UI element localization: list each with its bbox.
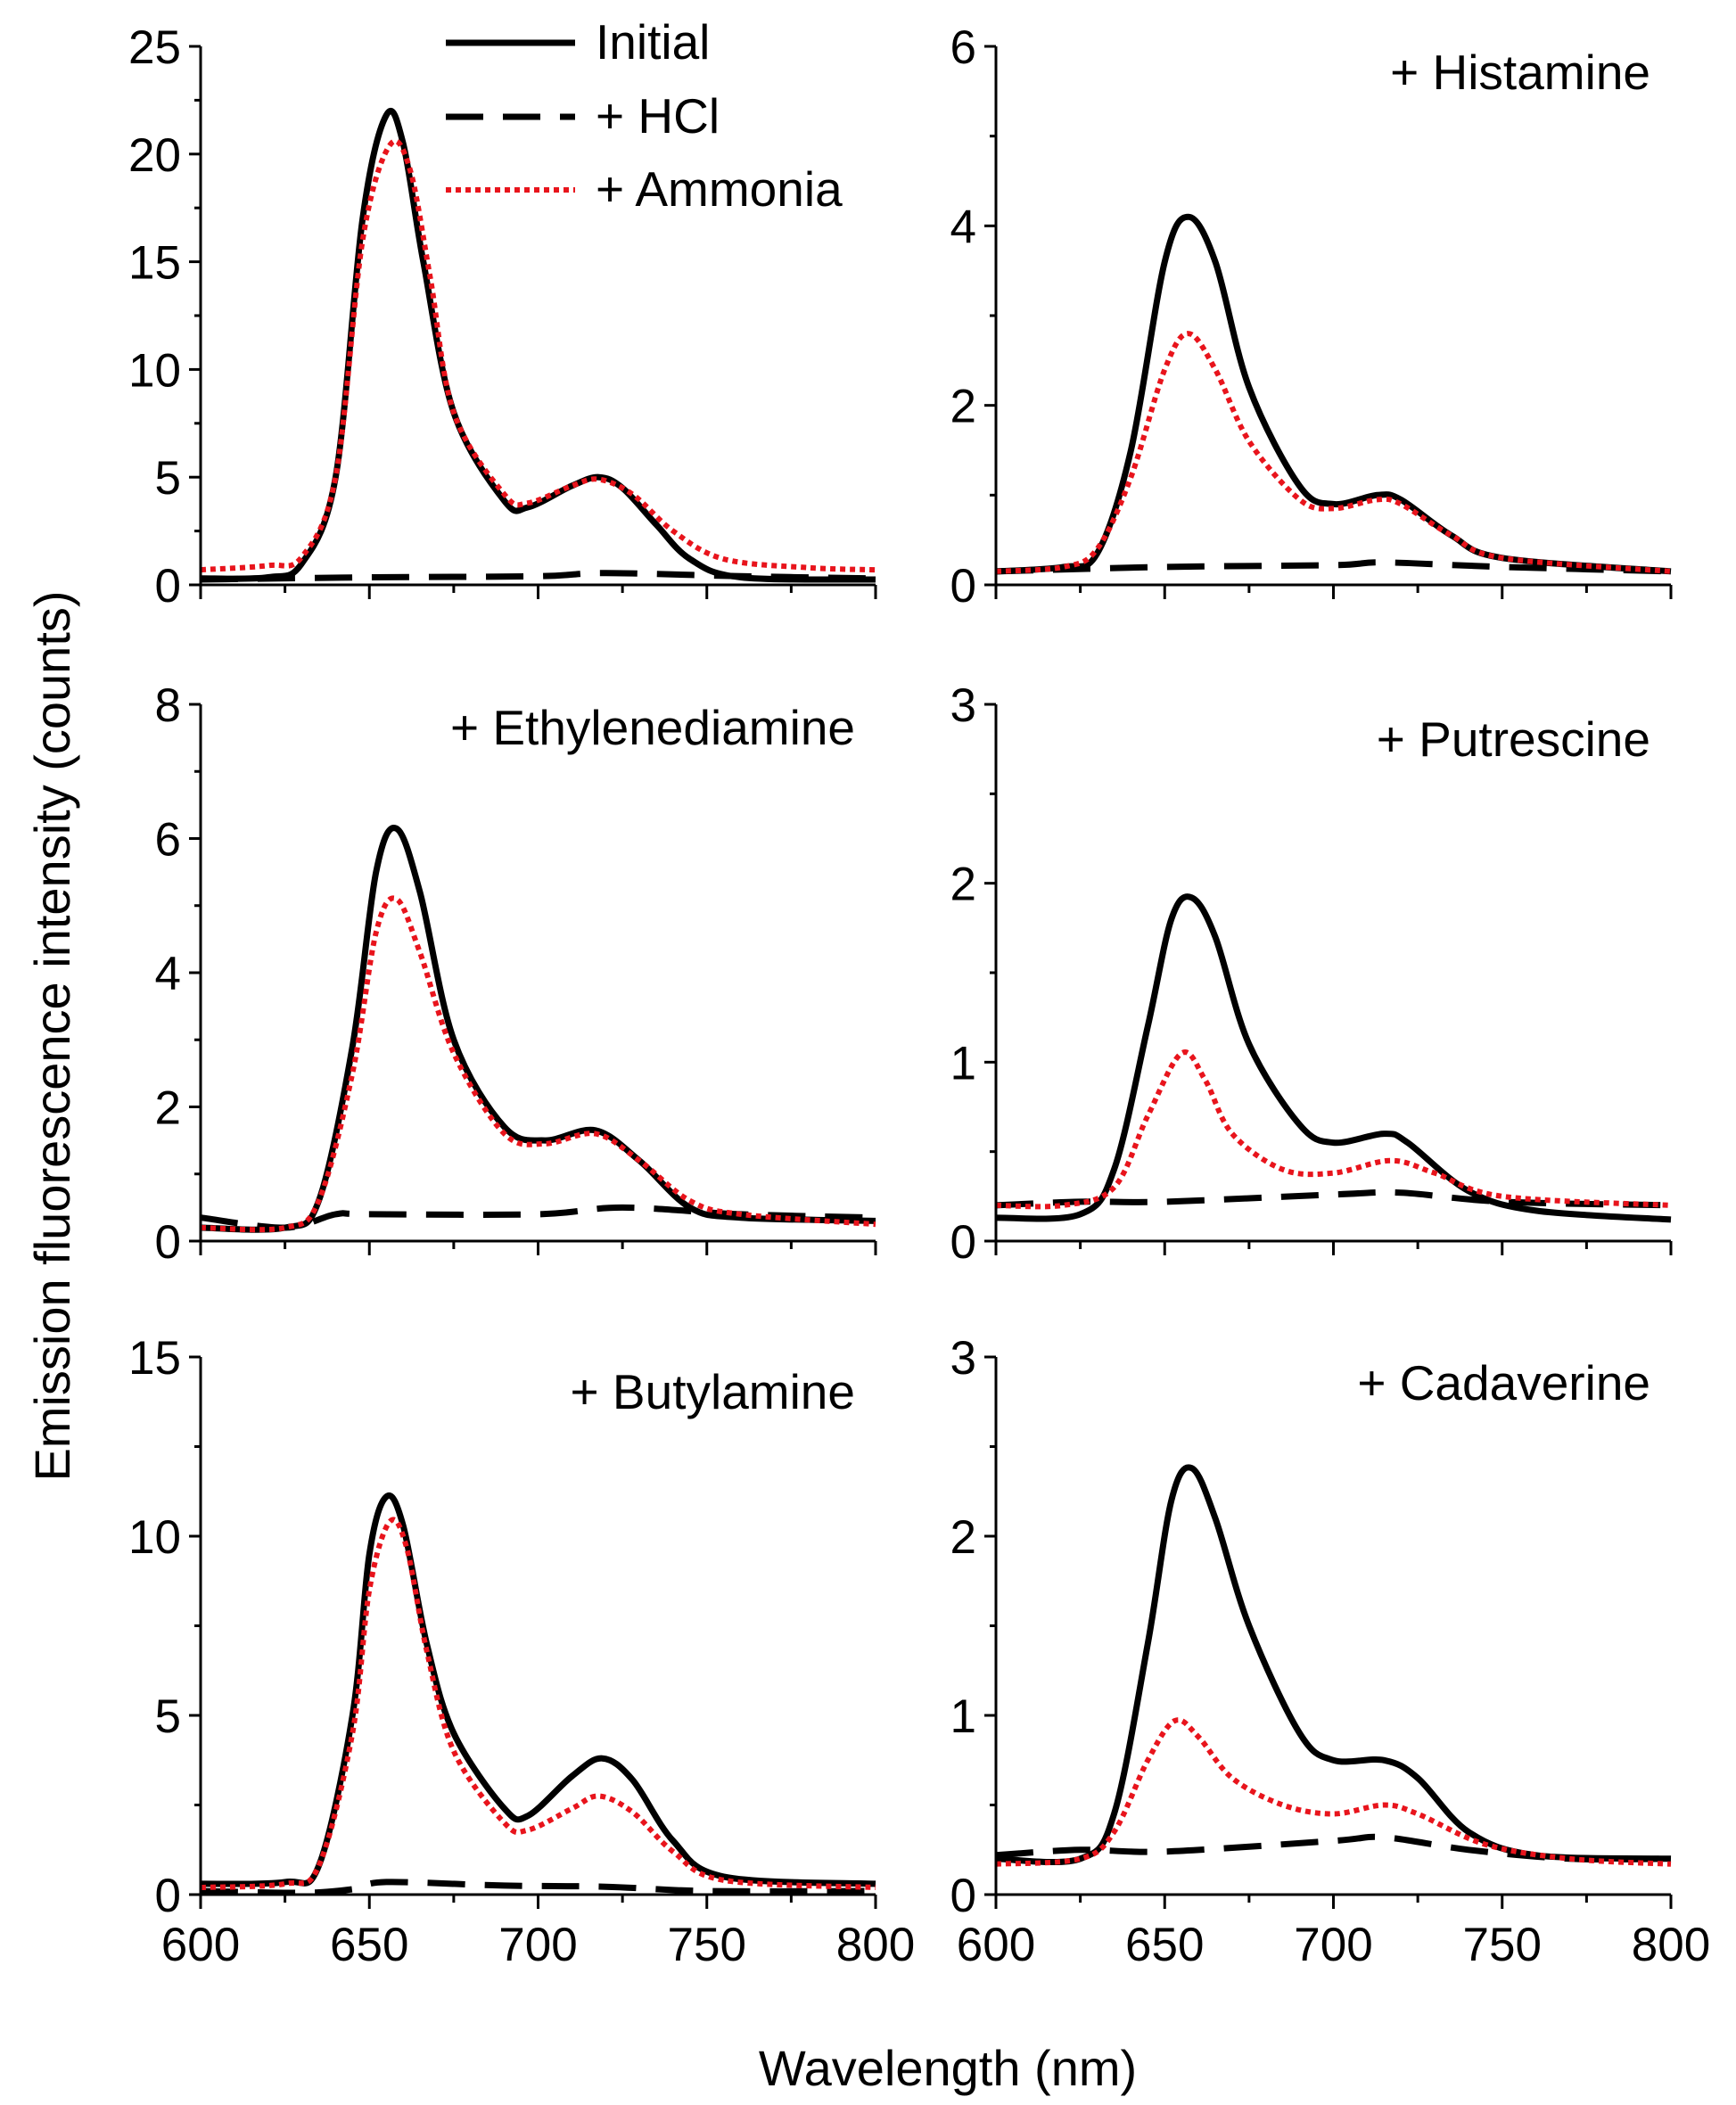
x-tick-label: 600 bbox=[957, 1919, 1035, 1971]
series-line-ammonia bbox=[995, 331, 1672, 574]
panel-top-right: 0 2 4 6 + Histamine bbox=[950, 21, 1673, 613]
x-tick-label: 600 bbox=[161, 1919, 240, 1971]
y-tick-label: 10 bbox=[128, 1511, 181, 1564]
panel-bottom-right: 0 1 2 3 600 650 700 750 800 + Cadaverine bbox=[950, 1332, 1711, 1971]
panel-label: + Cadaverine bbox=[1357, 1355, 1650, 1410]
x-tick-label: 650 bbox=[1125, 1919, 1204, 1971]
y-tick-label: 2 bbox=[950, 859, 976, 911]
y-tick-label: 2 bbox=[155, 1082, 181, 1135]
x-tick-label: 800 bbox=[1632, 1919, 1710, 1971]
y-tick-label: 6 bbox=[155, 814, 181, 867]
y-tick-label: 6 bbox=[950, 21, 976, 74]
series-line-initial bbox=[995, 213, 1672, 575]
x-tick-label: 700 bbox=[498, 1919, 577, 1971]
y-axis-title: Emission fluorescence intensity (counts) bbox=[24, 590, 80, 1481]
x-tick-label: 800 bbox=[836, 1919, 915, 1971]
legend-label-hcl: + HCl bbox=[596, 88, 720, 144]
y-tick-label: 2 bbox=[950, 1511, 976, 1564]
series-line-initial bbox=[200, 1492, 876, 1887]
panel-label: + Histamine bbox=[1390, 45, 1650, 100]
legend: Initial + HCl + Ammonia bbox=[446, 14, 843, 217]
panel-top-left: 0 5 10 15 20 25 bbox=[128, 21, 877, 613]
x-tick-label: 650 bbox=[330, 1919, 408, 1971]
series-line-ammonia bbox=[995, 1049, 1672, 1210]
legend-label-initial: Initial bbox=[596, 14, 710, 70]
panel-middle-right: 0 1 2 3 + Putrescine bbox=[950, 679, 1673, 1269]
legend-label-ammonia: + Ammonia bbox=[596, 161, 843, 217]
y-tick-label: 0 bbox=[950, 560, 976, 613]
x-tick-label: 750 bbox=[1463, 1919, 1542, 1971]
series-line-initial bbox=[995, 893, 1672, 1223]
panel-label: + Butylamine bbox=[571, 1364, 855, 1419]
y-tick-label: 0 bbox=[155, 1870, 181, 1922]
x-tick-label: 700 bbox=[1294, 1919, 1372, 1971]
panel-bottom-left: 0 5 10 15 600 650 700 750 800 + Butylamine bbox=[128, 1332, 915, 1971]
series-line-hcl bbox=[995, 559, 1672, 575]
series-line-hcl bbox=[200, 570, 876, 583]
x-axis-title: Wavelength (nm) bbox=[759, 2040, 1137, 2096]
y-tick-label: 3 bbox=[950, 1332, 976, 1385]
y-tick-label: 10 bbox=[128, 344, 181, 397]
x-tick-label: 750 bbox=[668, 1919, 746, 1971]
series-line-ammonia bbox=[200, 138, 876, 573]
y-tick-label: 25 bbox=[128, 21, 181, 74]
panel-label: + Ethylenediamine bbox=[450, 700, 855, 755]
y-tick-label: 0 bbox=[155, 560, 181, 613]
panel-label: + Putrescine bbox=[1377, 711, 1650, 767]
series-line-ammonia bbox=[995, 1717, 1672, 1867]
series-line-initial bbox=[200, 825, 876, 1233]
series-line-initial bbox=[200, 107, 876, 583]
y-tick-label: 20 bbox=[128, 129, 181, 182]
y-tick-label: 0 bbox=[950, 1870, 976, 1922]
y-tick-label: 0 bbox=[950, 1216, 976, 1269]
series-line-hcl bbox=[995, 1188, 1672, 1209]
y-tick-label: 2 bbox=[950, 381, 976, 433]
y-tick-label: 4 bbox=[950, 201, 976, 253]
y-tick-label: 1 bbox=[950, 1690, 976, 1743]
series-line-ammonia bbox=[200, 895, 876, 1233]
y-tick-label: 5 bbox=[155, 452, 181, 505]
y-tick-label: 1 bbox=[950, 1037, 976, 1090]
series-line-initial bbox=[995, 1464, 1672, 1866]
panel-middle-left: 0 2 4 6 8 + Ethylenediamine bbox=[155, 679, 877, 1269]
series-line-hcl bbox=[995, 1833, 1672, 1863]
series-line-ammonia bbox=[200, 1517, 876, 1890]
y-tick-label: 3 bbox=[950, 679, 976, 732]
y-tick-label: 15 bbox=[128, 1332, 181, 1385]
y-tick-label: 5 bbox=[155, 1690, 181, 1743]
series-line-hcl bbox=[200, 1879, 876, 1896]
y-tick-label: 0 bbox=[155, 1216, 181, 1269]
y-tick-label: 15 bbox=[128, 237, 181, 290]
y-tick-label: 4 bbox=[155, 948, 181, 1000]
y-tick-label: 8 bbox=[155, 679, 181, 732]
